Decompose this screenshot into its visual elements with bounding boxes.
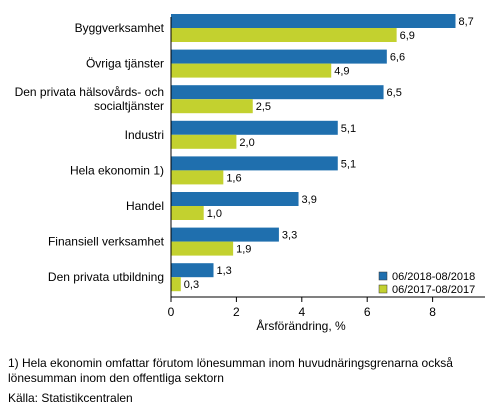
category-label: Finansiell verksamhet bbox=[48, 235, 165, 249]
data-label: 6,6 bbox=[390, 52, 405, 64]
data-label: 3,9 bbox=[302, 194, 317, 206]
x-tick-label: 0 bbox=[168, 305, 175, 319]
category-label: socialtjänster bbox=[94, 99, 164, 113]
bar bbox=[171, 263, 214, 278]
bar bbox=[171, 206, 204, 220]
bar bbox=[171, 170, 224, 185]
category-label: Industri bbox=[125, 128, 164, 142]
category-label: Den privata hälsovårds- och bbox=[15, 85, 164, 99]
category-labels: Byggverksamhet Övriga tjänster Den privata… bbox=[15, 21, 165, 284]
bar bbox=[171, 99, 253, 114]
data-label: 3,3 bbox=[282, 230, 297, 242]
bar bbox=[171, 63, 332, 78]
data-label: 8,7 bbox=[458, 16, 473, 28]
data-label: 6,9 bbox=[400, 30, 415, 42]
legend-swatch bbox=[378, 284, 388, 294]
legend-label: 06/2017-08/2017 bbox=[392, 284, 475, 296]
category-label: Handel bbox=[126, 199, 164, 213]
footnote: 1) Hela ekonomin omfattar förutom lönesu… bbox=[8, 356, 453, 385]
x-axis: 0 2 4 6 8 bbox=[168, 17, 485, 319]
bar bbox=[171, 227, 279, 242]
bars bbox=[171, 14, 456, 292]
data-label: 0,3 bbox=[184, 279, 199, 291]
bar bbox=[171, 192, 299, 206]
bar-chart: Byggverksamhet Övriga tjänster Den privata… bbox=[15, 14, 485, 333]
bar bbox=[171, 49, 387, 64]
bar bbox=[171, 156, 338, 171]
data-label: 4,9 bbox=[334, 66, 349, 78]
bar bbox=[171, 120, 338, 135]
x-tick-label: 4 bbox=[298, 305, 305, 319]
data-label: 1,9 bbox=[236, 244, 251, 256]
category-label: Den privata utbildning bbox=[48, 270, 164, 284]
bar bbox=[171, 28, 397, 42]
x-axis-title: Årsförändring, % bbox=[256, 318, 346, 333]
bar bbox=[171, 85, 384, 100]
data-label: 1,3 bbox=[217, 265, 232, 277]
x-tick-label: 2 bbox=[233, 305, 240, 319]
category-label: Övriga tjänster bbox=[86, 57, 164, 71]
bar bbox=[171, 241, 234, 256]
category-label: Hela ekonomin 1) bbox=[70, 163, 164, 177]
value-labels: 8,7 6,9 6,6 4,9 6,5 2,5 5,1 2,0 5,1 1,6 3,9 1,0 3,3 1… bbox=[184, 16, 474, 291]
bar bbox=[171, 14, 456, 28]
data-label: 1,6 bbox=[226, 172, 241, 184]
legend-swatch bbox=[378, 271, 388, 281]
data-label: 1,0 bbox=[207, 208, 222, 220]
data-label: 5,1 bbox=[341, 123, 356, 135]
x-tick-label: 6 bbox=[364, 305, 371, 319]
x-tick-label: 8 bbox=[429, 305, 436, 319]
data-label: 2,5 bbox=[256, 101, 271, 113]
data-label: 6,5 bbox=[387, 87, 402, 99]
bar bbox=[171, 134, 237, 149]
data-label: 5,1 bbox=[341, 158, 356, 170]
category-label: Byggverksamhet bbox=[75, 21, 165, 35]
legend-label: 06/2018-08/2018 bbox=[392, 271, 475, 283]
data-label: 2,0 bbox=[239, 137, 254, 149]
bar bbox=[171, 277, 181, 292]
source-note: Källa: Statistikcentralen bbox=[8, 391, 133, 405]
